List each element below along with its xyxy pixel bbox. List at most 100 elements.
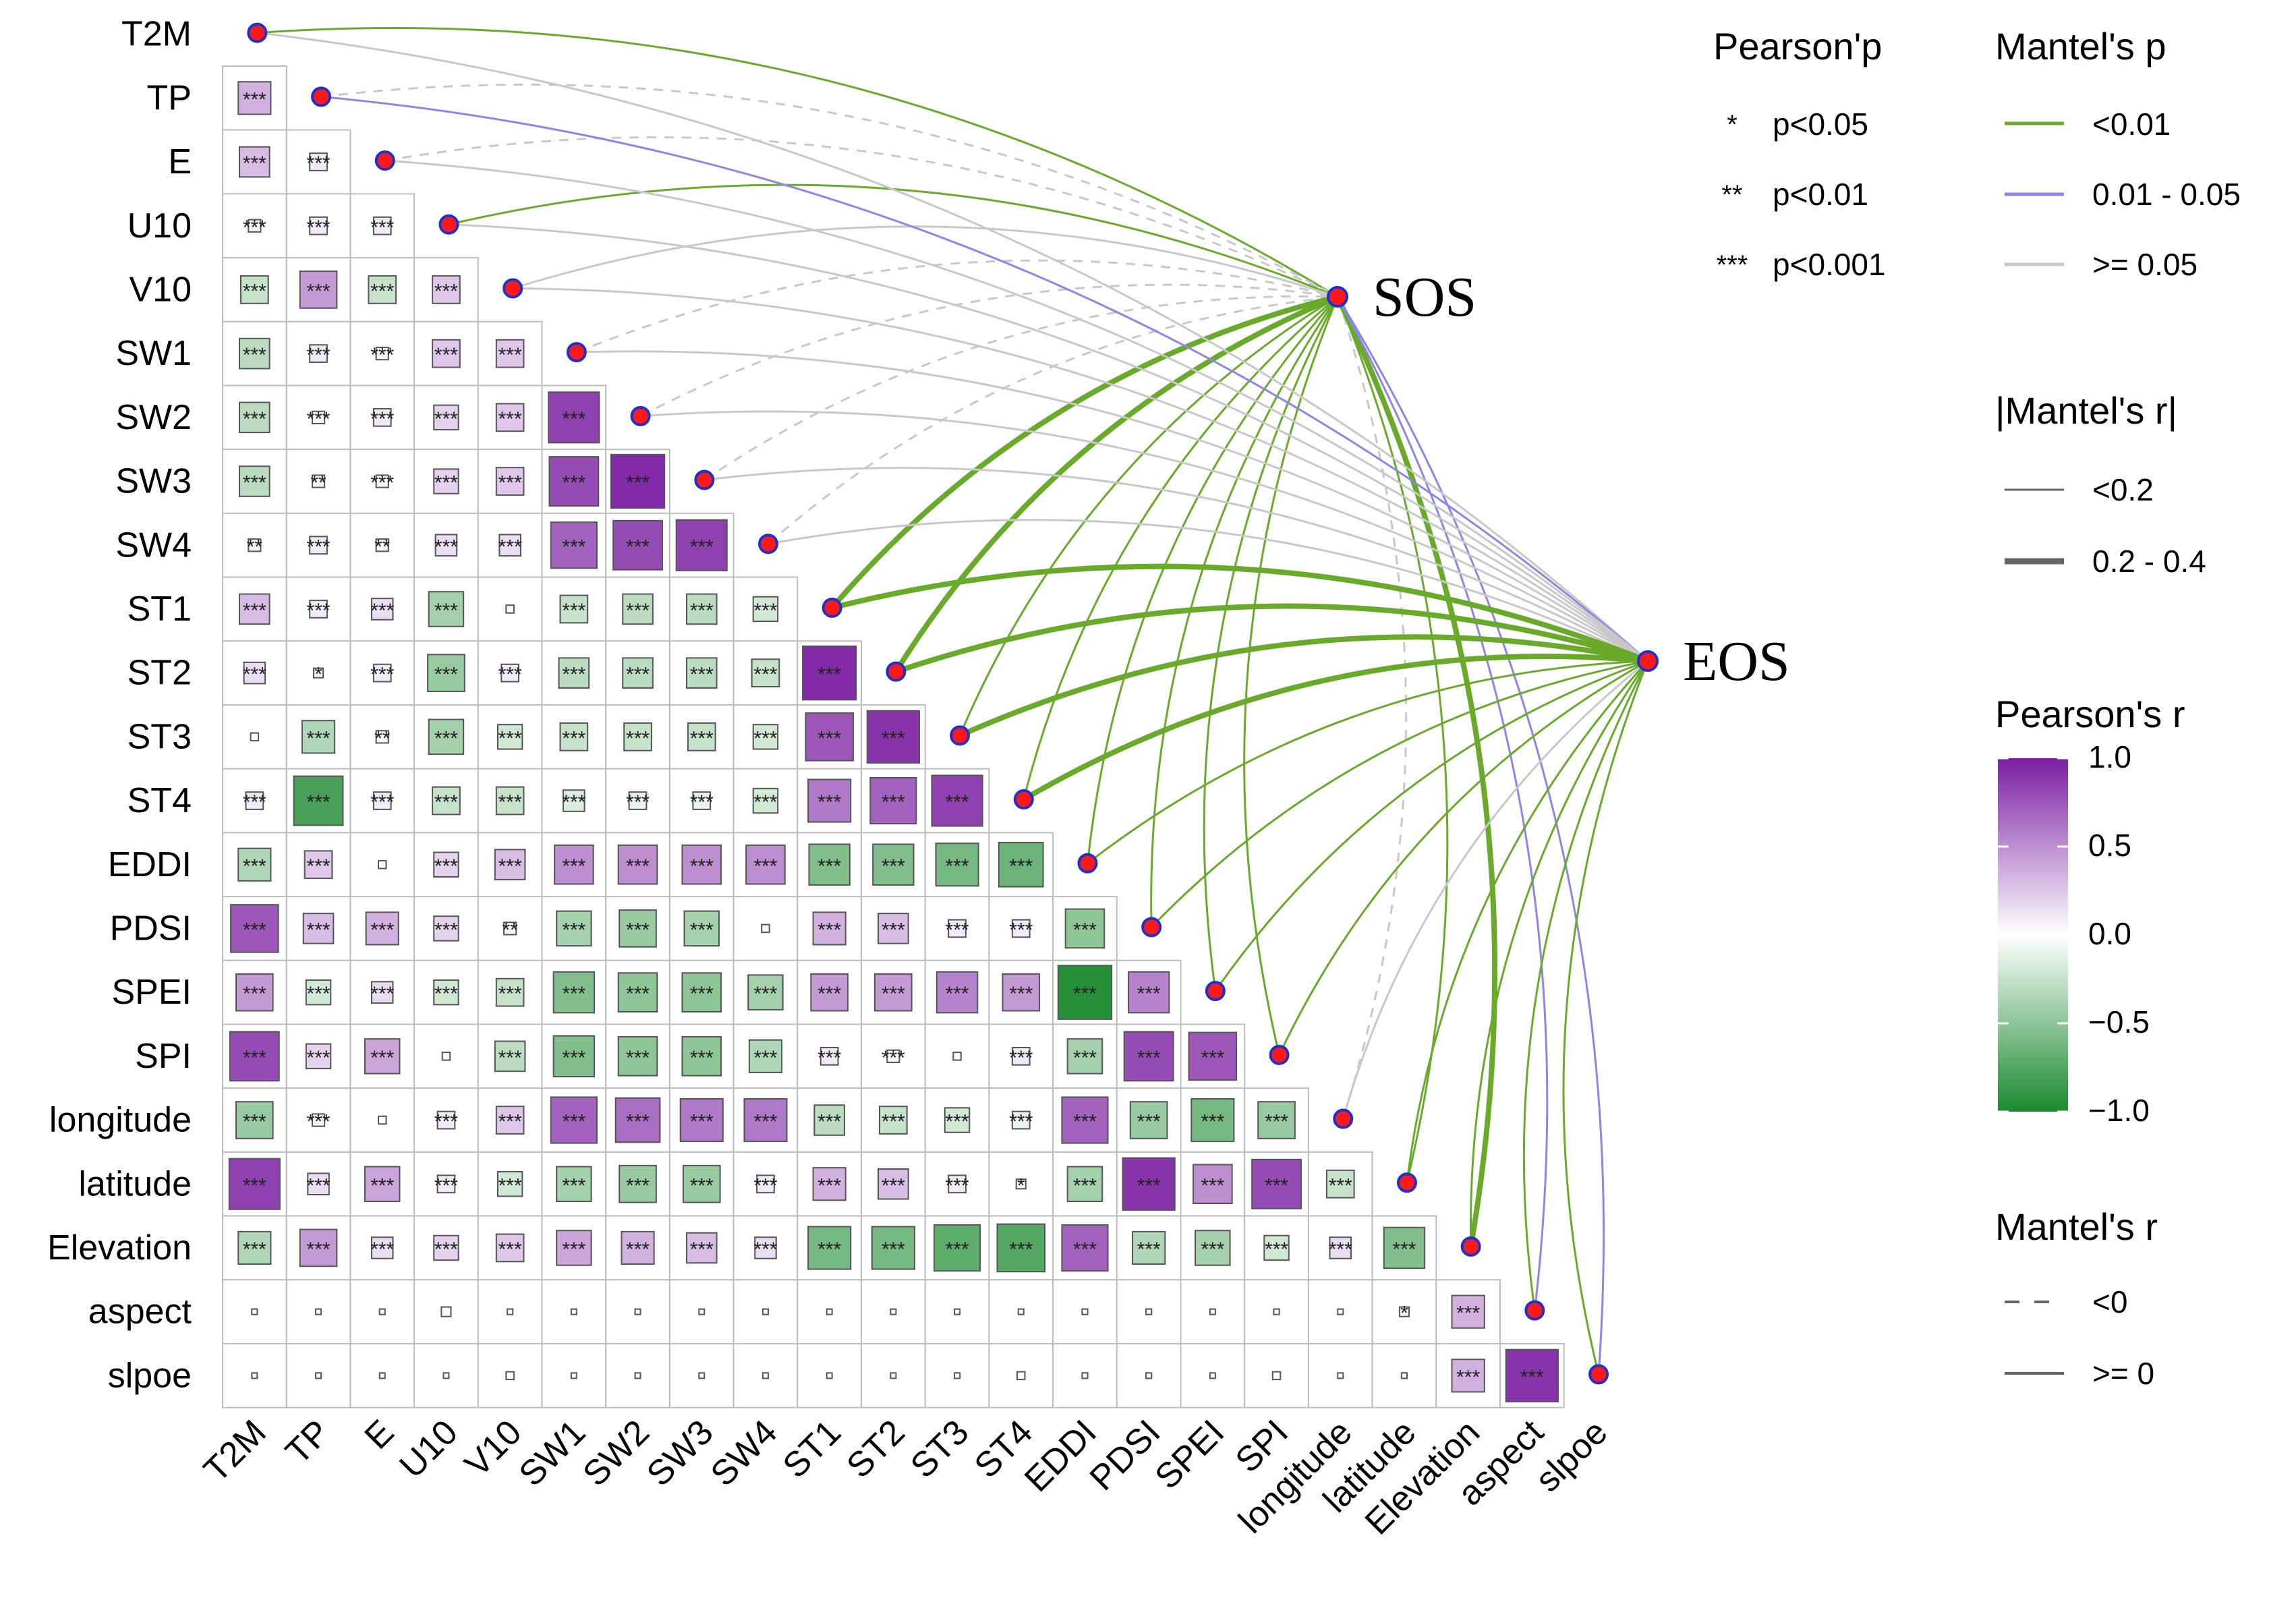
corr-square-Elevation-SW1 [556,1230,592,1266]
grid-cell [1307,1279,1373,1345]
sig-label-ST4-U10: *** [434,791,458,814]
sig-label-SW1-T2M: *** [243,344,266,366]
sig-label-SW2-TP: *** [307,408,331,430]
sig-label-SW3-T2M: *** [243,472,266,494]
sig-label-SW1-TP: *** [307,344,331,366]
corr-square-SPEI-EDDI [1057,965,1113,1020]
sig-label-SPI-SW4: *** [753,1047,777,1069]
sig-label-V10-U10: *** [434,280,458,302]
sig-label-EDDI-U10: *** [434,855,458,878]
corr-square-EDDI-SW2 [617,844,658,885]
sig-label-Elevation-SPI: *** [1265,1238,1288,1261]
sig-label-ST2-SW2: *** [626,664,650,686]
corr-square-SW4-V10 [498,534,521,557]
legend-pearson-r-colorbar [1998,758,2068,1112]
sig-label-SPI-E: *** [370,1047,394,1069]
corr-square-slpoe-SW2 [634,1372,641,1379]
legend-mantel-r-sign-label-2: >= 0 [2092,1356,2154,1391]
corr-square-aspect-PDSI [1145,1308,1153,1315]
sig-label-latitude-T2M: *** [243,1174,266,1197]
corr-square-aspect-SW4 [762,1308,770,1315]
sig-label-longitude-U10: *** [434,1111,458,1133]
mantel-line-EOS-ST1 [831,563,1649,664]
mantel-line-SOS-ST3 [958,295,1338,736]
sig-label-SPEI-E: *** [370,983,394,1005]
sig-label-latitude-EDDI: *** [1073,1174,1097,1197]
corr-square-EDDI-T2M [237,847,272,882]
mantel-line-EOS-PDSI [1151,660,1648,928]
corr-square-SPEI-T2M [235,973,274,1012]
sig-label-ST1-E: *** [370,600,394,622]
corr-square-aspect-ST1 [826,1308,833,1315]
corr-square-SPI-ST1 [820,1046,839,1066]
sig-label-ST3-U10: *** [434,727,458,749]
corr-square-SW1-T2M [239,337,270,370]
sig-label-longitude-SPI: *** [1265,1111,1288,1133]
sig-label-EDDI-SW2: *** [626,855,650,878]
col-label-E: E [357,1412,402,1457]
sig-label-SW4-E: ** [374,536,391,558]
sig-label-ST2-TP: * [314,664,322,686]
corr-square-U10-TP [309,216,328,235]
corr-square-EDDI-E [377,859,387,869]
sig-label-Elevation-T2M: *** [243,1238,266,1261]
col-label-EDDI: EDDI [1017,1412,1104,1500]
corr-square-EDDI-V10 [494,849,526,881]
corr-square-slpoe-V10 [505,1371,515,1381]
col-label-U10: U10 [392,1412,465,1485]
col-label-SW2: SW2 [575,1412,657,1494]
row-label-Elevation: Elevation [47,1228,192,1267]
corr-square-ST3-SW2 [623,722,652,751]
corr-square-longitude-PDSI [1129,1101,1168,1139]
corr-square-EDDI-ST4 [998,841,1044,888]
corr-square-slpoe-ST1 [826,1372,833,1379]
corr-square-ST4-ST3 [931,774,983,827]
sig-label-longitude-SW4: *** [753,1111,777,1133]
corr-square-EDDI-SW3 [681,844,722,885]
corr-square-Elevation-ST4 [996,1223,1046,1273]
mantel-line-SOS-PDSI [1150,296,1339,928]
corr-square-SPI-SPEI [1188,1031,1238,1081]
corr-square-PDSI-ST4 [1011,919,1031,938]
sig-label-latitude-SPEI: *** [1201,1174,1224,1197]
sig-label-ST4-SW4: *** [753,791,777,814]
corr-square-latitude-ST1 [812,1167,846,1201]
sig-label-ST4-V10: *** [498,791,522,814]
point-SW3 [694,469,715,490]
corr-square-PDSI-TP [302,913,335,944]
corr-square-PDSI-ST1 [812,911,846,946]
mantel-line-SOS-V10 [512,225,1338,298]
sig-label-ST4-ST2: *** [882,791,905,814]
sig-label-PDSI-ST1: *** [817,919,841,941]
sig-label-latitude-V10: *** [498,1174,522,1197]
sig-label-ST2-SW4: *** [753,664,777,686]
corr-square-ST2-TP [312,667,324,679]
sig-label-ST3-SW3: *** [690,727,714,749]
sig-label-SW4-SW3: *** [690,536,714,558]
sig-label-ST3-SW2: *** [626,727,650,749]
sig-label-SW1-U10: *** [434,344,458,366]
corr-square-slpoe-E [378,1372,386,1379]
corr-square-aspect-V10 [507,1308,514,1315]
mantel-line-SOS-SW1 [576,259,1338,353]
legend-mantel-p-label-1: <0.01 [2092,107,2171,142]
corr-square-ST2-SW4 [751,658,780,688]
corr-square-ST4-U10 [432,786,461,816]
sig-label-Elevation-ST3: *** [946,1238,969,1261]
sig-label-latitude-SW2: *** [626,1174,650,1197]
corr-square-EDDI-ST3 [935,843,979,887]
point-U10 [438,214,459,235]
corr-square-slpoe-EDDI [1081,1372,1089,1379]
corr-square-ST2-T2M [243,661,266,685]
corr-square-EDDI-U10 [433,851,459,878]
corr-square-aspect-ST3 [954,1308,961,1315]
corr-square-SPI-E [364,1038,401,1075]
mantel-line-SOS-SW2 [639,283,1338,418]
sig-label-ST1-U10: *** [434,600,458,622]
sig-label-aspect-latitude: * [1400,1303,1408,1325]
mantel-line-EOS-Elevation [1469,660,1649,1247]
sig-label-PDSI-SW1: *** [562,919,585,941]
sig-label-ST3-SW4: *** [753,727,777,749]
corr-square-slpoe-ST4 [1016,1371,1026,1381]
corr-square-SPI-T2M [229,1031,280,1082]
